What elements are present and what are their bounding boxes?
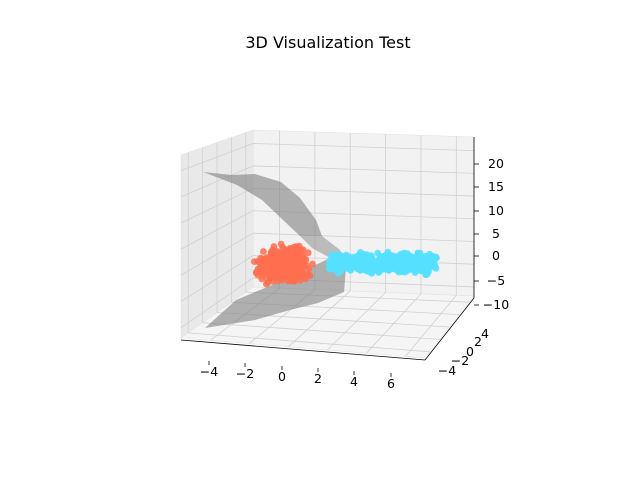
red-point <box>300 261 308 269</box>
cyan-point <box>423 258 430 266</box>
y-tick-label: 0 <box>466 344 474 359</box>
red-point <box>263 280 270 288</box>
cyan-point <box>357 267 364 274</box>
y-tick-label: −2 <box>451 353 469 368</box>
z-tick-label: 20 <box>488 156 504 171</box>
cyan-point <box>328 256 336 263</box>
x-tick-label: 0 <box>278 369 286 384</box>
cyan-point <box>413 257 421 265</box>
z-tick-label: 10 <box>488 203 504 218</box>
red-point <box>263 275 271 282</box>
cyan-point <box>357 249 364 256</box>
red-point <box>295 263 303 271</box>
cyan-point <box>327 261 335 268</box>
y-tick-label: −4 <box>438 363 456 378</box>
cyan-point <box>394 252 402 260</box>
grid-line-z-left <box>180 210 254 250</box>
cyan-point <box>346 264 353 272</box>
red-point <box>287 277 295 285</box>
grid-line-z-back <box>252 165 475 174</box>
red-point <box>282 256 290 264</box>
grid-line-z-left <box>180 143 254 172</box>
z-tick-label: −10 <box>483 297 509 312</box>
cyan-point <box>409 263 416 271</box>
x-tick-label: −2 <box>236 366 254 381</box>
cyan-point <box>366 266 374 274</box>
red-point <box>277 240 285 248</box>
y-tick-label: 4 <box>481 326 489 341</box>
red-point <box>288 248 296 255</box>
red-point <box>279 250 287 258</box>
red-point <box>298 252 306 259</box>
z-tick-label: 5 <box>492 226 500 241</box>
grid-line-z-back <box>252 232 475 242</box>
red-point <box>304 249 312 257</box>
red-point <box>260 248 267 255</box>
red-point <box>309 260 316 268</box>
grid-line-y-floor <box>202 322 440 340</box>
grid-line-y-floor <box>188 332 430 353</box>
cyan-point <box>358 257 366 265</box>
chart-title: 3D Visualization Test <box>245 33 410 52</box>
z-tick-label: 0 <box>492 248 500 263</box>
grid-line-z-left <box>180 232 254 276</box>
cyan-point <box>393 261 401 268</box>
z-tick-label: −5 <box>487 273 505 288</box>
red-scatter-series <box>251 240 316 288</box>
cyan-point <box>362 262 370 270</box>
cyan-point <box>374 249 382 257</box>
grid-line-z-left <box>180 277 254 328</box>
grid-line-z-back <box>252 143 475 152</box>
red-point <box>282 266 290 273</box>
red-point <box>268 249 275 257</box>
y-axis-line <box>424 297 475 361</box>
z-tick-label: 15 <box>488 179 504 194</box>
cyan-point <box>380 256 388 264</box>
red-point <box>269 263 276 271</box>
grid-line-z-left <box>180 255 254 302</box>
cyan-point <box>334 260 341 267</box>
x-tick-label: 6 <box>387 376 395 391</box>
y-tick-label: 2 <box>474 334 482 349</box>
cyan-point <box>348 255 356 263</box>
red-point <box>305 265 313 273</box>
cyan-point <box>341 253 349 261</box>
x-axis-line <box>180 339 426 361</box>
red-point <box>292 243 300 251</box>
x-tick-label: 4 <box>350 374 358 389</box>
cyan-point <box>350 260 358 268</box>
cyan-scatter-series <box>325 248 440 278</box>
red-point <box>266 254 274 262</box>
red-point <box>252 269 260 277</box>
cyan-point <box>394 266 402 274</box>
x-tick-label: 2 <box>314 371 322 386</box>
surface-upper-sheet <box>203 172 322 236</box>
grid-line-z-left <box>180 165 254 198</box>
cyan-point <box>399 266 407 274</box>
red-point <box>264 267 271 274</box>
grid-line-z-left <box>180 187 254 224</box>
red-point <box>271 271 278 278</box>
red-point <box>251 258 258 265</box>
red-point <box>302 271 309 279</box>
cyan-point <box>364 255 371 263</box>
red-point <box>296 276 304 284</box>
cyan-point <box>403 262 411 270</box>
cyan-point <box>400 249 408 257</box>
cyan-point <box>423 268 431 276</box>
x-tick-label: −4 <box>200 364 218 379</box>
